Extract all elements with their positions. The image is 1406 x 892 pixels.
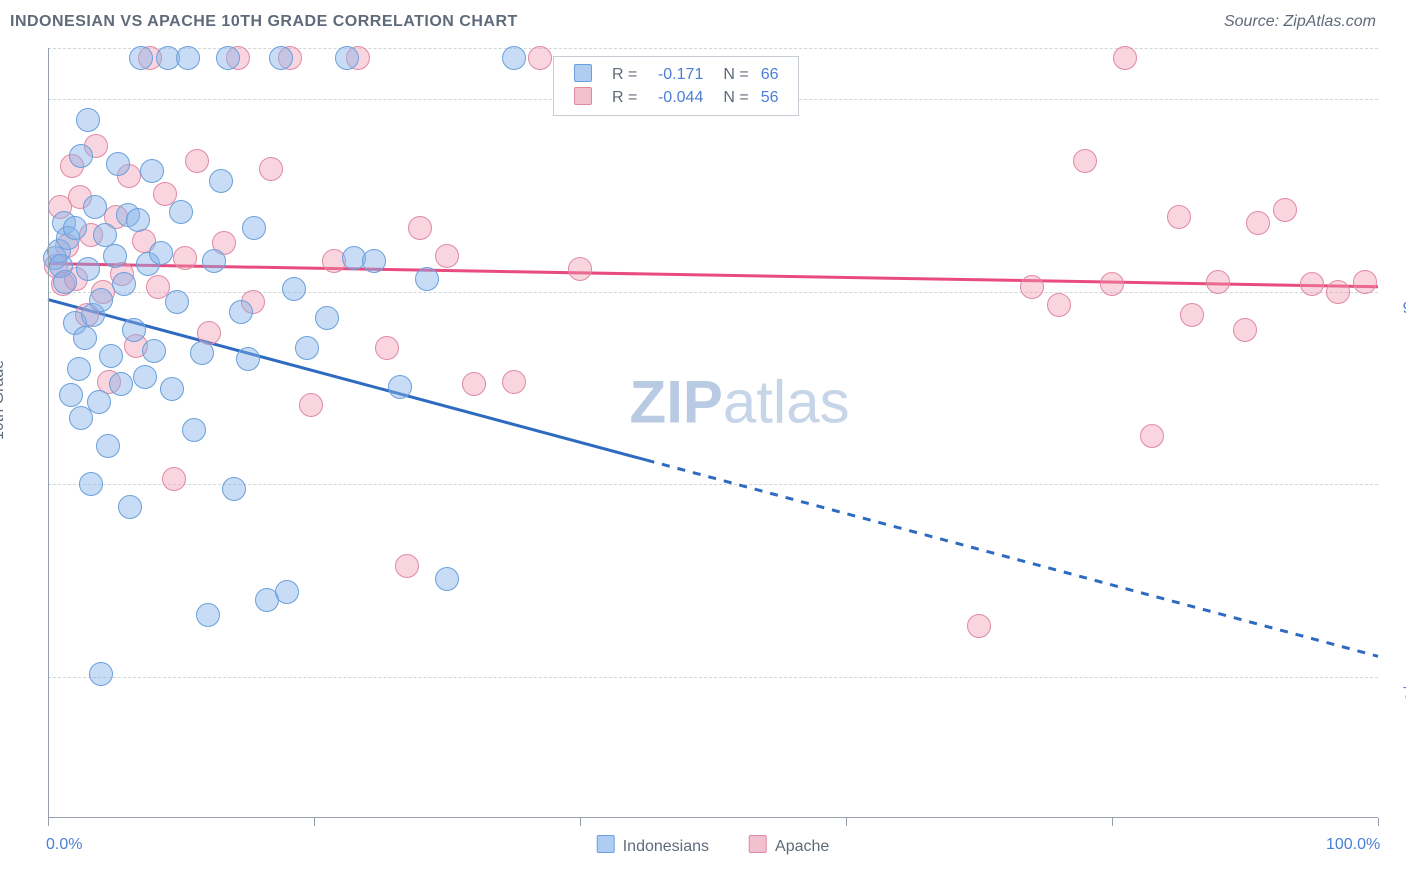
x-tick-label: 0.0% bbox=[46, 836, 82, 854]
legend-series-1: Indonesians bbox=[597, 835, 709, 856]
y-axis-label: 10th Grade bbox=[0, 360, 8, 440]
chart-title: INDONESIAN VS APACHE 10TH GRADE CORRELAT… bbox=[10, 13, 518, 31]
y-tick-label: 92.5% bbox=[1403, 300, 1406, 318]
source-label: Source: ZipAtlas.com bbox=[1224, 13, 1376, 31]
y-tick-label: 77.5% bbox=[1403, 685, 1406, 703]
legend-series-2: Apache bbox=[749, 835, 829, 856]
plot-area: ZIPatlas R = -0.171 N = 66 R = -0.044 N … bbox=[48, 48, 1378, 818]
x-tick-label: 100.0% bbox=[1326, 836, 1380, 854]
correlation-legend-box: R = -0.171 N = 66 R = -0.044 N = 56 bbox=[553, 56, 799, 116]
axis-border bbox=[48, 48, 1378, 818]
series-legend: Indonesians Apache bbox=[597, 835, 830, 856]
